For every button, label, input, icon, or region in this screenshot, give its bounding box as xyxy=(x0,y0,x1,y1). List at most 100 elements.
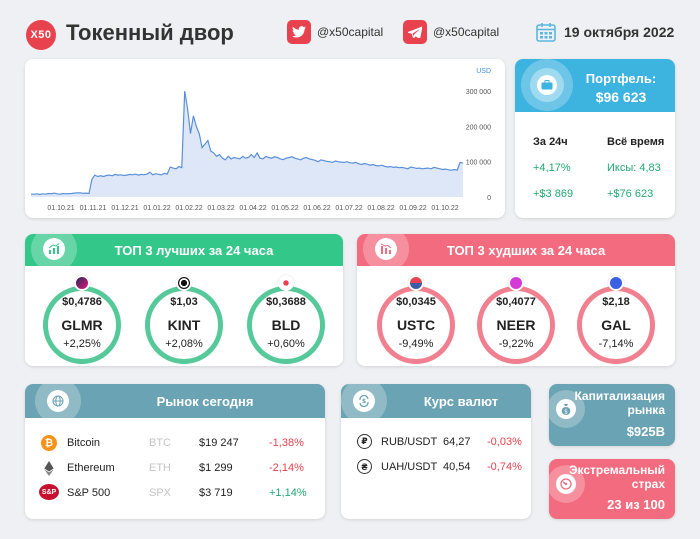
asset-change: -1,38% xyxy=(269,437,304,449)
coin-change: -7,14% xyxy=(598,338,634,350)
fx-pair: UAH/USDT xyxy=(381,461,438,473)
top-worst-header: ТОП 3 худших за 24 часа xyxy=(357,234,675,272)
hryvnia-icon: ₴ xyxy=(357,459,372,474)
twitter-handle: @x50capital xyxy=(317,25,384,39)
fx-rate: 40,54 xyxy=(443,461,471,473)
x-tick-label: 01.03.22 xyxy=(207,205,234,212)
asset-ticker: ETH xyxy=(149,462,171,474)
gal-coin-icon xyxy=(608,275,624,291)
portfolio-header: Портфель: $96 623 xyxy=(515,59,675,112)
coin-change: +2,08% xyxy=(165,338,203,350)
asset-name: Bitcoin xyxy=(67,437,101,449)
x-tick-label: 01.09.22 xyxy=(399,205,426,212)
coin-price: $1,03 xyxy=(170,296,198,308)
coin-price: $2,18 xyxy=(602,296,630,308)
coin-symbol: GLMR xyxy=(61,317,103,333)
best-coin-2[interactable]: $1,03 KINT +2,08% xyxy=(145,286,223,364)
ethereum-icon xyxy=(41,460,57,476)
coin-symbol: KINT xyxy=(167,317,201,333)
asset-price: $1 299 xyxy=(199,462,233,474)
coin-price: $0,0345 xyxy=(396,296,436,308)
x-tick-label: 01.07.22 xyxy=(335,205,362,212)
fx-icon-circle: $ xyxy=(341,384,387,424)
portfolio-icon-circle xyxy=(521,59,573,111)
x50-logo: X50 xyxy=(26,20,56,50)
calendar-icon xyxy=(536,23,556,42)
fx-rate: 64,27 xyxy=(443,436,471,448)
best-coin-1[interactable]: $0,4786 GLMR +2,25% xyxy=(43,286,121,364)
fx-change: -0,03% xyxy=(487,436,522,448)
exchange-icon: $ xyxy=(353,390,375,412)
coin-price: $0,4077 xyxy=(496,296,536,308)
x-tick-label: 01.12.21 xyxy=(111,205,138,212)
market-cap-card: $ Капитализация рынка $925B xyxy=(549,384,675,446)
bld-coin-icon xyxy=(278,275,294,291)
asset-name: Ethereum xyxy=(67,462,115,474)
twitter-link[interactable]: @x50capital xyxy=(287,20,383,44)
fear-title: Экстремальный страх xyxy=(568,463,665,491)
coin-price: $0,4786 xyxy=(62,296,102,308)
market-header: Рынок сегодня xyxy=(25,384,325,424)
page-title: Токенный двор xyxy=(66,20,234,45)
y-tick-label: 100 000 xyxy=(466,160,491,167)
gauge-icon xyxy=(556,474,576,494)
ruble-icon: ₽ xyxy=(357,434,372,449)
x-tick-label: 01.08.22 xyxy=(367,205,394,212)
asset-ticker: BTC xyxy=(149,437,171,449)
coin-price: $0,3688 xyxy=(266,296,306,308)
best-coin-3[interactable]: $0,3688 BLD +0,60% xyxy=(247,286,325,364)
portfolio-chart-card: 300 000 200 000 100 000 0 USD 01.10.21 01.11.2… xyxy=(25,59,505,218)
col-all-time-label: Всё время xyxy=(607,136,665,148)
cap-icon-circle: $ xyxy=(549,390,585,428)
ustc-coin-icon xyxy=(408,275,424,291)
cap-title: Капитализация рынка xyxy=(574,389,665,417)
chart-down-icon xyxy=(375,238,397,260)
best-icon-circle xyxy=(31,234,77,272)
svg-text:$: $ xyxy=(564,409,568,416)
logo-text: X50 xyxy=(30,29,52,41)
sp500-icon: S&P xyxy=(39,484,59,500)
fx-header: $ Курс валют xyxy=(341,384,531,424)
x-tick-label: 01.11.21 xyxy=(80,205,107,212)
fear-value: 23 из 100 xyxy=(607,497,665,512)
top-best-header: ТОП 3 лучших за 24 часа xyxy=(25,234,343,272)
telegram-link[interactable]: @x50capital xyxy=(403,20,499,44)
money-bag-icon: $ xyxy=(556,399,576,419)
market-today-card: Рынок сегодня ₿ Bitcoin BTC $19 247 -1,3… xyxy=(25,384,325,519)
d24-usd: +$3 869 xyxy=(533,188,574,200)
chart-area-fill xyxy=(31,91,463,197)
neer-coin-icon xyxy=(508,275,524,291)
y-tick-label: 300 000 xyxy=(466,89,491,96)
x-tick-label: 01.10.21 xyxy=(47,205,74,212)
x-tick-label: 01.05.22 xyxy=(271,205,298,212)
y-tick-label: 200 000 xyxy=(466,124,491,131)
svg-text:$: $ xyxy=(362,398,366,405)
coin-change: +0,60% xyxy=(267,338,305,350)
bitcoin-icon: ₿ xyxy=(41,435,57,451)
top-worst-card: ТОП 3 худших за 24 часа $0,0345 USTC -9,… xyxy=(357,234,675,366)
x-tick-label: 01.10.22 xyxy=(431,205,458,212)
glmr-coin-icon xyxy=(74,275,90,291)
all-multiplier: Иксы: 4,83 xyxy=(607,162,661,174)
worst-coin-3[interactable]: $2,18 GAL -7,14% xyxy=(577,286,655,364)
worst-coin-2[interactable]: $0,4077 NEER -9,22% xyxy=(477,286,555,364)
y-tick-label: 0 xyxy=(487,195,491,202)
worst-icon-circle xyxy=(363,234,409,272)
chart-series-line xyxy=(31,91,464,196)
asset-change: +1,14% xyxy=(269,487,307,499)
cap-value: $925B xyxy=(626,424,665,439)
fear-greed-card: Экстремальный страх 23 из 100 xyxy=(549,459,675,519)
date-display: 19 октября 2022 xyxy=(536,22,674,42)
all-usd: +$76 623 xyxy=(607,188,654,200)
asset-name: S&P 500 xyxy=(67,487,111,499)
worst-coin-1[interactable]: $0,0345 USTC -9,49% xyxy=(377,286,455,364)
coin-symbol: USTC xyxy=(396,317,436,333)
fear-icon-circle xyxy=(549,465,585,503)
portfolio-card: Портфель: $96 623 За 24ч Всё время +4,17… xyxy=(515,59,675,218)
portfolio-value: $96 623 xyxy=(595,89,647,105)
x-tick-label: 01.04.22 xyxy=(239,205,266,212)
kint-coin-icon xyxy=(176,275,192,291)
top-worst-title: ТОП 3 худших за 24 часа xyxy=(446,242,606,258)
coin-symbol: BLD xyxy=(271,317,301,333)
x-tick-label: 01.02.22 xyxy=(175,205,202,212)
